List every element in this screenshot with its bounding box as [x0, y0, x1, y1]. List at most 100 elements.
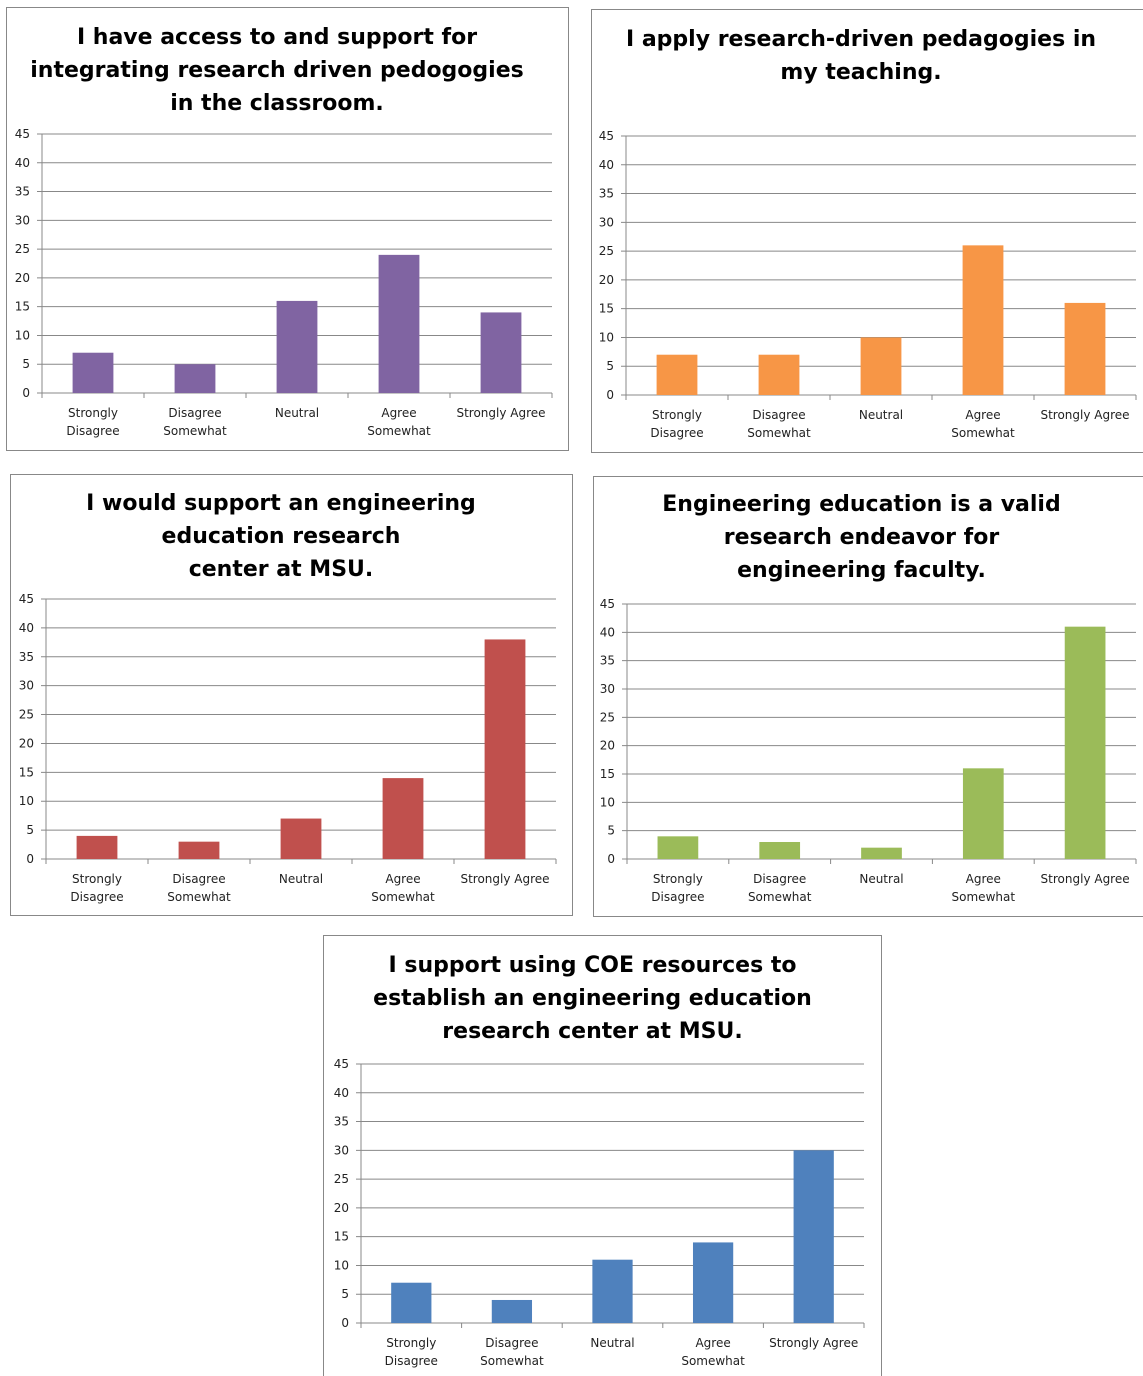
chart-title: I would support an engineering education … — [86, 491, 476, 582]
y-tick-label: 5 — [22, 357, 30, 371]
x-tick-label: Disagree Somewhat — [480, 1336, 544, 1368]
x-tick-label: Agree Somewhat — [367, 406, 431, 438]
bar — [480, 312, 522, 393]
x-tick-label: Strongly Disagree — [385, 1336, 438, 1368]
y-tick-label: 45 — [15, 127, 30, 141]
bar — [592, 1259, 633, 1323]
y-tick-label: 15 — [15, 300, 30, 314]
y-tick-label: 10 — [19, 794, 34, 808]
y-tick-label: 5 — [26, 823, 34, 837]
x-tick-label: Strongly Agree — [1040, 408, 1129, 422]
y-tick-label: 15 — [600, 767, 615, 781]
bar — [793, 1150, 834, 1323]
y-tick-label: 35 — [334, 1115, 349, 1129]
x-tick-label: Strongly Disagree — [650, 408, 703, 440]
bar — [962, 768, 1004, 859]
y-tick-label: 0 — [606, 388, 614, 402]
y-tick-label: 20 — [599, 273, 614, 287]
y-tick-label: 30 — [334, 1143, 349, 1157]
x-tick-label: Disagree Somewhat — [747, 408, 811, 440]
bar — [382, 778, 424, 859]
x-tick-label: Strongly Agree — [1041, 872, 1130, 886]
x-tick-label: Disagree Somewhat — [163, 406, 227, 438]
y-tick-label: 5 — [607, 824, 615, 838]
bar — [692, 1242, 734, 1323]
bar — [491, 1299, 533, 1323]
y-tick-label: 40 — [599, 158, 614, 172]
x-tick-label: Strongly Disagree — [651, 872, 704, 904]
y-tick-label: 0 — [26, 852, 34, 866]
y-tick-label: 35 — [15, 185, 30, 199]
y-tick-label: 20 — [19, 736, 34, 750]
bar — [962, 245, 1004, 395]
y-tick-label: 25 — [599, 244, 614, 258]
x-tick-label: Agree Somewhat — [952, 872, 1016, 904]
y-tick-label: 35 — [599, 187, 614, 201]
y-tick-label: 25 — [600, 710, 615, 724]
y-tick-label: 45 — [599, 129, 614, 143]
y-tick-label: 35 — [600, 654, 615, 668]
x-tick-label: Neutral — [859, 872, 903, 886]
bar — [174, 364, 216, 393]
chart-title: Engineering education is a valid research… — [662, 492, 1060, 583]
bar — [1064, 302, 1106, 395]
y-tick-label: 0 — [341, 1316, 349, 1330]
y-tick-label: 15 — [334, 1230, 349, 1244]
x-tick-label: Disagree Somewhat — [167, 872, 231, 904]
y-tick-label: 0 — [22, 386, 30, 400]
bar — [656, 354, 698, 395]
x-tick-label: Neutral — [279, 872, 323, 886]
bar — [758, 354, 800, 395]
x-tick-label: Strongly Disagree — [66, 406, 119, 438]
y-tick-label: 30 — [15, 213, 30, 227]
y-tick-label: 25 — [15, 242, 30, 256]
y-tick-label: 20 — [334, 1201, 349, 1215]
y-tick-label: 40 — [19, 621, 34, 635]
y-tick-label: 20 — [600, 739, 615, 753]
y-tick-label: 45 — [19, 592, 34, 606]
y-tick-label: 30 — [19, 679, 34, 693]
bar — [178, 841, 220, 859]
y-tick-label: 30 — [600, 682, 615, 696]
y-tick-label: 45 — [600, 597, 615, 611]
x-tick-label: Agree Somewhat — [681, 1336, 745, 1368]
bar — [860, 337, 902, 395]
x-tick-label: Agree Somewhat — [371, 872, 435, 904]
y-tick-label: 10 — [599, 330, 614, 344]
bar — [76, 835, 118, 859]
bar — [657, 836, 699, 859]
y-tick-label: 10 — [600, 795, 615, 809]
bar — [1064, 626, 1106, 859]
y-tick-label: 10 — [15, 328, 30, 342]
y-tick-label: 40 — [334, 1086, 349, 1100]
y-tick-label: 10 — [334, 1258, 349, 1272]
chart-title: I support using COE resources to establis… — [373, 953, 812, 1044]
bar — [72, 352, 114, 393]
y-tick-label: 25 — [19, 708, 34, 722]
bar — [861, 847, 902, 859]
chart-title: I have access to and support for integrat… — [30, 25, 523, 116]
x-tick-label: Neutral — [275, 406, 319, 420]
chart-title: I apply research-driven pedagogies in my … — [626, 27, 1096, 85]
bar — [378, 254, 420, 393]
bar — [391, 1282, 432, 1323]
x-tick-label: Disagree Somewhat — [748, 872, 812, 904]
x-tick-label: Neutral — [859, 408, 903, 422]
y-tick-label: 5 — [341, 1287, 349, 1301]
bar — [484, 639, 526, 859]
x-tick-label: Strongly Agree — [769, 1336, 858, 1350]
y-tick-label: 40 — [600, 625, 615, 639]
y-tick-label: 45 — [334, 1057, 349, 1071]
y-tick-label: 20 — [15, 271, 30, 285]
y-tick-label: 0 — [607, 852, 615, 866]
x-tick-label: Neutral — [590, 1336, 634, 1350]
bar — [759, 842, 801, 859]
y-tick-label: 15 — [19, 765, 34, 779]
y-tick-label: 30 — [599, 215, 614, 229]
x-tick-label: Strongly Disagree — [70, 872, 123, 904]
y-tick-label: 5 — [606, 359, 614, 373]
y-tick-label: 25 — [334, 1172, 349, 1186]
y-tick-label: 15 — [599, 302, 614, 316]
